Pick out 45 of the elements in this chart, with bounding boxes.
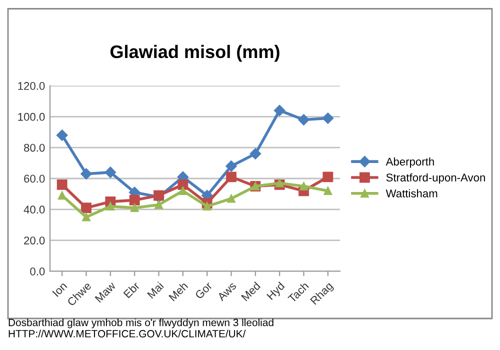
point [58, 191, 66, 200]
point [104, 166, 116, 178]
y-tick-label: 60.0 [24, 174, 45, 183]
point [81, 202, 92, 214]
point [275, 178, 284, 188]
point [130, 204, 139, 212]
point [129, 194, 140, 206]
x-tick-label: Mai [146, 282, 164, 299]
point [56, 130, 68, 141]
point [227, 194, 236, 203]
point [178, 179, 188, 190]
point [322, 172, 334, 182]
chart-title: Glawiad misol (mm) [110, 44, 280, 62]
y-tick-label: 80.0 [24, 144, 45, 152]
x-tick-label: Hyd [266, 281, 286, 302]
y-tick-label: 40.0 [24, 206, 45, 214]
y-tick-label: 0.0 [30, 268, 45, 276]
point [250, 148, 262, 160]
point [226, 172, 236, 182]
x-tick-label: Tach [287, 281, 310, 304]
point [178, 186, 188, 196]
legend-label: Wattisham [386, 189, 438, 198]
x-tick-label: Gor [194, 281, 213, 300]
point [300, 182, 308, 190]
point [80, 168, 92, 180]
point [106, 202, 115, 210]
x-tick-label: Meh [168, 281, 188, 302]
x-tick-label: Ion [52, 282, 68, 297]
legend-label: Stratford-upon-Avon [386, 173, 485, 184]
point [324, 186, 332, 196]
point [82, 212, 90, 222]
text: Dosbarthiad glaw ymhob mis o'r flwyddyn mewn 3 lleoliad HTTP://WWW.METOFFICE.GOV.UK/CLIMATE/UK/ [8, 318, 274, 338]
y-tick-label: 20.0 [24, 236, 45, 244]
x-tick-label: Ebr [123, 281, 140, 298]
point [202, 202, 212, 210]
y-tick-label: 100.0 [18, 112, 45, 121]
point [56, 179, 68, 190]
legend-label: Aberporth [386, 157, 434, 168]
point [298, 114, 310, 126]
y-tick-label: 120.0 [18, 82, 45, 90]
point [226, 160, 237, 172]
point [322, 112, 334, 124]
x-tick-label: Aws [216, 282, 237, 302]
point [274, 104, 286, 116]
point [154, 200, 163, 209]
